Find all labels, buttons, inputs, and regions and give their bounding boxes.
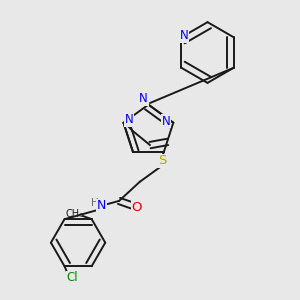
Text: N: N xyxy=(125,113,134,126)
Text: N: N xyxy=(97,199,106,212)
Text: N: N xyxy=(139,92,148,105)
Text: CH₃: CH₃ xyxy=(66,209,84,219)
Text: N: N xyxy=(162,115,171,128)
Text: S: S xyxy=(158,154,166,167)
Text: H: H xyxy=(91,198,99,208)
Text: Cl: Cl xyxy=(66,271,78,284)
Text: N: N xyxy=(179,29,188,42)
Text: O: O xyxy=(131,201,142,214)
